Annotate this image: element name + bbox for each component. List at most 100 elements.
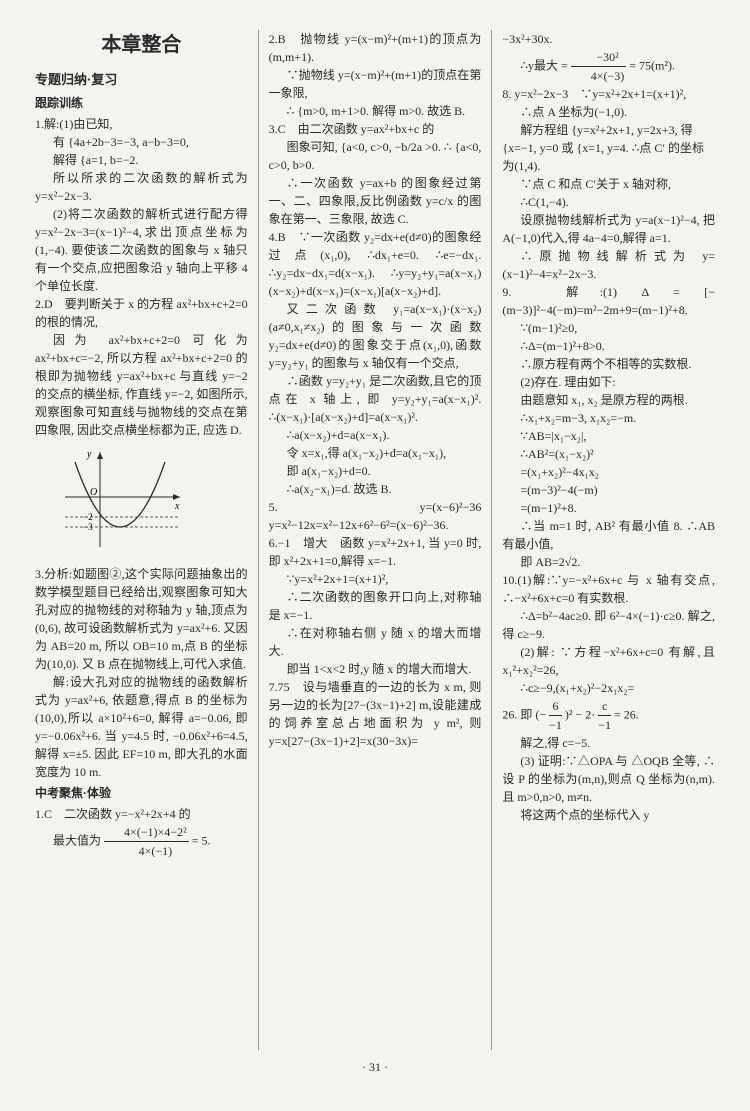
c3-q9m: ∴当 m=1 时, AB² 有最小值 8. ∴AB 有最小值,: [502, 517, 715, 553]
column-3: −3x²+30x. ∴y最大 = −30² 4×(−3) = 75(m²). 8…: [491, 30, 725, 1050]
c3-q8c: 解方程组 {y=x²+2x+1, y=2x+3, 得: [502, 121, 715, 139]
txt: a<0,: [460, 140, 481, 154]
txt: c>0,: [269, 158, 290, 172]
q3-solve: 解:设大孔对应的抛物线的函数解析式为 y=ax²+6, 依题意,得点 B 的坐标…: [35, 673, 248, 781]
c3-q9d: ∴原方程有两个不相等的实数根.: [502, 355, 715, 373]
svg-text:−2: −2: [83, 512, 93, 522]
txt: x=1,: [582, 141, 604, 155]
c2-q6e: 即当 1<x<2 时,y 随 x 的增大而增大.: [269, 660, 482, 678]
txt: 解得 m>0. 故选 B.: [372, 104, 465, 118]
txt: −b/2a >0.: [395, 140, 441, 154]
txt: )² − 2·: [565, 707, 595, 721]
c3-q10d: ∴c≥−9,(x₁+x₂)²−2x₁x₂=: [502, 679, 715, 697]
c3-q10c: (2)解: ∵方程−x²+6x+c=0 有解,且 x₁²+x₂²=26,: [502, 643, 715, 679]
c3-q8f: ∵点 C 和点 C′关于 x 轴对称,: [502, 175, 715, 193]
c3-q10h: 将这两个点的坐标代入 y: [502, 806, 715, 824]
c2-q7: 7.75 设与墙垂直的一边的长为 x m, 则另一边的长为[27−(3x−1)+…: [269, 678, 482, 750]
c3-q10b: ∴Δ=b²−4ac≥0. 即 6²−4×(−1)·c≥0. 解之,得 c≥−9.: [502, 607, 715, 643]
c3-q8e: 为(1,4).: [502, 157, 715, 175]
txt: a<0,: [346, 140, 367, 154]
c2-q3-cond: 图象可知, {a<0, c>0, −b/2a >0. ∴ {a<0, c>0, …: [269, 138, 482, 174]
q1-line1: 1.解:(1)由已知,: [35, 115, 248, 133]
txt: m+1>0.: [331, 104, 369, 118]
c3-q9: 9. 解:(1) Δ = [−(m−3)]²−4(−m)=m²−2m+9=(m−…: [502, 283, 715, 319]
frac-num: 4×(−1)×4−2²: [104, 823, 189, 842]
c2-q6: 6.−1 增大 函数 y=x²+2x+1, 当 y=0 时, 即 x²+2x+1…: [269, 534, 482, 570]
c3-q9h: ∵AB=|x₁−x₂|,: [502, 427, 715, 445]
txt: = 26.: [614, 707, 639, 721]
txt: c>0,: [371, 140, 392, 154]
c2-q6b: ∵y=x²+2x+1=(x+1)²,: [269, 570, 482, 588]
c2-q4g: ∴a(x₂−x₁)=d. 故选 B.: [269, 480, 482, 498]
c2-q4e: 令 x=x₁,得 a(x₁−x₂)+d=a(x₁−x₁),: [269, 444, 482, 462]
column-2: 2.B 抛物线 y=(x−m)²+(m+1)的顶点为(m,m+1). ∵抛物线 …: [258, 30, 492, 1050]
txt: b>0.: [293, 158, 315, 172]
q1-brace2: 解得 {a=1, b=−2.: [35, 151, 248, 169]
c3-q9i: ∴AB²=(x₁−x₂)²: [502, 445, 715, 463]
c3-q9f: 由题意知 x₁, x₂ 是原方程的两根.: [502, 391, 715, 409]
c3-q8b: ∴点 A 坐标为(−1,0).: [502, 103, 715, 121]
c2-q4c: ∴函数 y=y₂+y₁ 是二次函数,且它的顶点在 x 轴上, 即 y=y₂+y₁…: [269, 372, 482, 426]
frac-den: 4×(−3): [571, 67, 627, 85]
chapter-title: 本章整合: [35, 30, 248, 60]
c2-q4b: 又二次函数 y₁=a(x−x₁)·(x−x₂)(a≠0,x₁≠x₂)的图象与一次…: [269, 300, 482, 372]
txt: y=4.: [607, 141, 629, 155]
txt: = 75(m²).: [629, 58, 675, 72]
frac-num: −30²: [571, 48, 627, 67]
fn: c: [598, 697, 611, 716]
sub-exam: 中考聚焦·体验: [35, 784, 248, 802]
c2-q6d: ∴在对称轴右侧 y 随 x 的增大而增大.: [269, 624, 482, 660]
txt: 有: [53, 135, 65, 149]
c3-q8d: {x=−1, y=0 或 {x=1, y=4. ∴点 C′ 的坐标: [502, 139, 715, 157]
section-heading: 专题归纳·复习: [35, 70, 248, 90]
c3-q9n: 即 AB=2√2.: [502, 553, 715, 571]
txt: 图象可知,: [287, 140, 338, 154]
c3-q8: 8. y=x²−2x−3 ∵y=x²+2x+1=(x+1)²,: [502, 85, 715, 103]
c2-q4f: 即 a(x₁−x₂)+d=0.: [269, 462, 482, 480]
c3-q8g: ∴C(1,−4).: [502, 193, 715, 211]
svg-text:y: y: [86, 449, 92, 460]
txt: ∴y最大 =: [520, 58, 567, 72]
svg-text:−3: −3: [83, 522, 93, 532]
q1-part2: (2)将二次函数的解析式进行配方得 y=x²−2x−3=(x−1)²−4,求出顶…: [35, 205, 248, 295]
c3-q9g: ∴x₁+x₂=m−3, x₁x₂=−m.: [502, 409, 715, 427]
c3-q8i: ∴原抛物线解析式为 y=(x−1)²−4=x²−2x−3.: [502, 247, 715, 283]
column-1: 本章整合 专题归纳·复习 跟踪训练 1.解:(1)由已知, 有 {4a+2b−3…: [25, 30, 258, 1050]
txt: a−b−3=0,: [142, 135, 189, 149]
txt: 4a+2b−3=−3,: [74, 135, 139, 149]
txt: a=1,: [86, 153, 107, 167]
txt: 最大值为: [53, 833, 101, 847]
c3-q9l: =(m−1)²+8.: [502, 499, 715, 517]
svg-text:x: x: [174, 501, 180, 512]
txt: y=0: [540, 141, 559, 155]
c2-q5: 5. y=(x−6)²−36 y=x²−12x=x²−12x+6²−6²=(x−…: [269, 498, 482, 534]
c2-q2: 2.B 抛物线 y=(x−m)²+(m+1)的顶点为(m,m+1).: [269, 30, 482, 66]
txt: ∴点 C′ 的坐标: [632, 141, 704, 155]
c3-q10e: 26. 即 (− 6 −1 )² − 2· c −1 = 26.: [502, 697, 715, 734]
txt: y=x²+2x+1,: [577, 123, 634, 137]
sub-tracking: 跟踪训练: [35, 94, 248, 112]
q1-brace1: 有 {4a+2b−3=−3, a−b−3=0,: [35, 133, 248, 151]
fd: −1: [549, 716, 562, 734]
txt: b=−2.: [110, 153, 139, 167]
c3-p2: ∴y最大 = −30² 4×(−3) = 75(m²).: [502, 48, 715, 85]
c3-q9b: ∵(m−1)²≥0,: [502, 319, 715, 337]
txt: x=−1,: [508, 141, 537, 155]
fn: 6: [549, 697, 562, 716]
q2-explain: 因为 ax²+bx+c+2=0 可化为 ax²+bx+c=−2, 所以方程 ax…: [35, 331, 248, 439]
fd: −1: [598, 716, 611, 734]
q3-analysis: 3.分析:如题图②,这个实际问题抽象出的数学模型题目已经给出,观察图象可知大孔对…: [35, 565, 248, 673]
c2-q2c: ∴ {m>0, m+1>0. 解得 m>0. 故选 B.: [269, 102, 482, 120]
txt: m>0,: [303, 104, 328, 118]
parabola-graph: x y O −2 −3: [65, 447, 248, 557]
c2-q4: 4.B ∵一次函数 y₂=dx+e(d≠0)的图象经过点(x₁,0), ∴dx₁…: [269, 228, 482, 300]
c3-q8h: 设原抛物线解析式为 y=a(x−1)²−4, 把 A(−1,0)代入,得 4a−…: [502, 211, 715, 247]
txt: 26. 即 (−: [502, 707, 546, 721]
c3-q9j: =(x₁+x₂)²−4x₁x₂: [502, 463, 715, 481]
txt: 得: [681, 123, 693, 137]
c2-q4d: ∴a(x−x₂)+d=a(x−x₁).: [269, 426, 482, 444]
exam-q1-frac: 最大值为 4×(−1)×4−2² 4×(−1) = 5.: [35, 823, 248, 860]
c2-q2b: ∵抛物线 y=(x−m)²+(m+1)的顶点在第一象限,: [269, 66, 482, 102]
txt: = 5.: [192, 833, 211, 847]
q1-result: 所以所求的二次函数的解析式为 y=x²−2x−3.: [35, 169, 248, 205]
